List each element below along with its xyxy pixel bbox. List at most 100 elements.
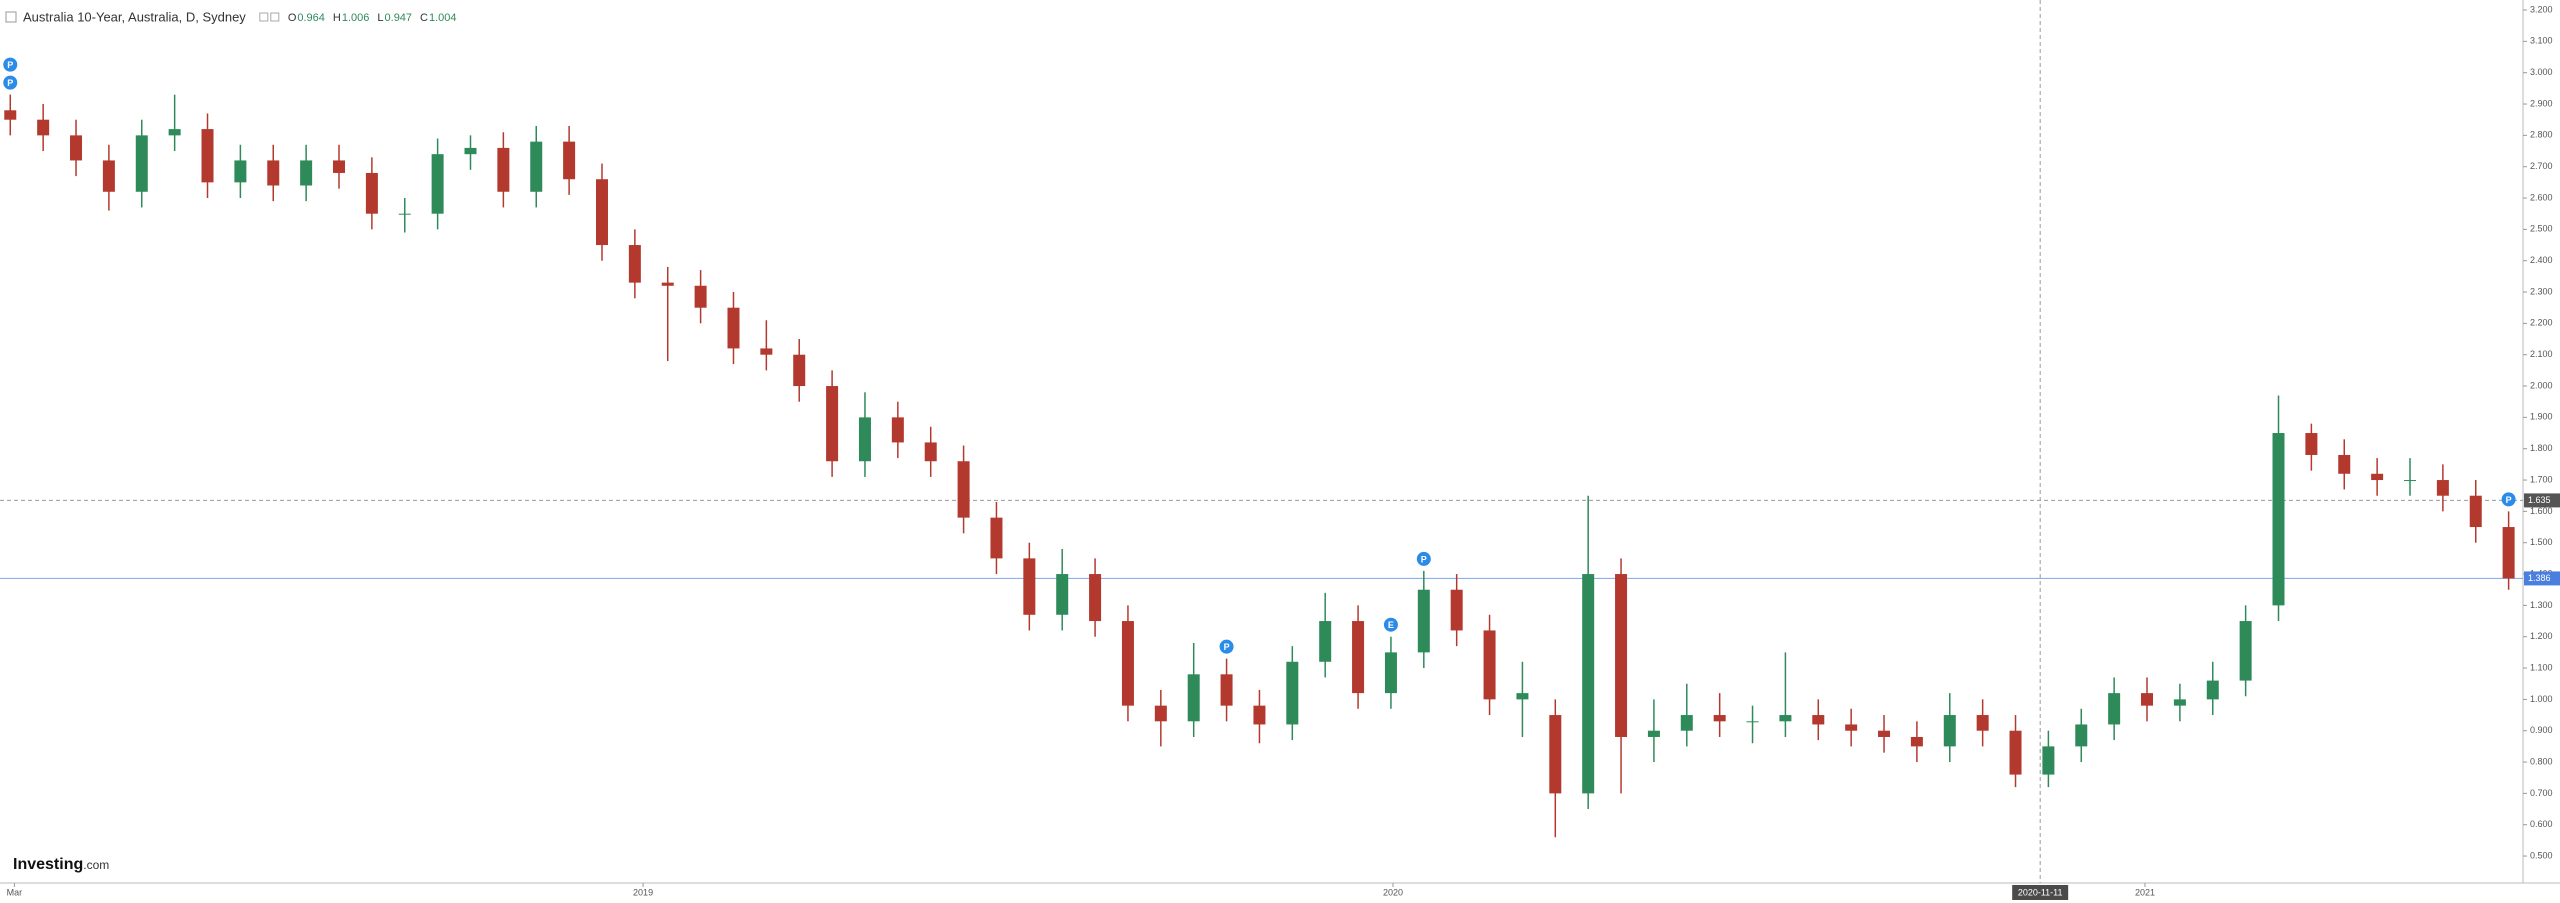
candle-body [1878, 730, 1891, 737]
ohlc-label: O [288, 12, 297, 24]
ohlc-label: H [333, 12, 341, 24]
candle-body [1417, 589, 1430, 653]
candle-body [1089, 574, 1102, 622]
candle-body [2239, 621, 2252, 681]
candle-body [2108, 693, 2121, 725]
event-marker[interactable] [3, 75, 18, 90]
x-tick-label: Mar [7, 887, 23, 897]
candle-body [2009, 730, 2022, 775]
candle-body [201, 129, 214, 183]
candle-body [2371, 473, 2384, 481]
y-tick-label: 0.500 [2530, 850, 2553, 860]
candle-body [957, 461, 970, 518]
candle-body [1121, 621, 1134, 706]
candle-body [2075, 724, 2088, 747]
crosshair-price-label: 1.635 [2528, 495, 2551, 505]
candle-body [1516, 693, 1529, 700]
candle-body [1154, 705, 1167, 722]
event-label: P [7, 78, 13, 88]
candle-body [1845, 724, 1858, 731]
candle-body [1319, 621, 1332, 662]
candle-body [1746, 721, 1759, 723]
last-price-box [2524, 571, 2560, 586]
candle-body [2502, 527, 2515, 579]
candle-body [891, 417, 904, 443]
candle-body [398, 213, 411, 215]
candle-body [793, 354, 806, 387]
x-tick-label: 2019 [633, 887, 653, 897]
event-marker[interactable] [2501, 492, 2516, 507]
candle-body [365, 172, 378, 214]
event-label: P [2506, 495, 2512, 505]
logo-suffix: .com [83, 858, 109, 872]
candle-body [1056, 574, 1069, 615]
ohlc-value: 0.947 [385, 12, 413, 24]
y-tick-label: 3.200 [2530, 4, 2553, 14]
candle-body [497, 147, 510, 192]
collapse-icon[interactable] [5, 11, 17, 23]
candle-body [1910, 736, 1923, 747]
event-marker[interactable] [1383, 617, 1398, 632]
crosshair-date-label: 2020-11-11 [2018, 887, 2063, 897]
ohlc-value: 1.006 [342, 12, 370, 24]
event-label: P [1421, 554, 1427, 564]
candle-body [234, 160, 247, 183]
y-tick-label: 2.800 [2530, 130, 2553, 140]
candle-body [530, 141, 543, 192]
candle-body [168, 129, 181, 136]
candle-body [2173, 699, 2186, 706]
y-tick-label: 0.800 [2530, 756, 2553, 766]
candle-body [1943, 715, 1956, 747]
event-label: P [7, 60, 13, 70]
y-tick-label: 0.600 [2530, 819, 2553, 829]
candle-body [826, 386, 839, 462]
candle-body [1450, 589, 1463, 631]
y-tick-label: 2.000 [2530, 380, 2553, 390]
y-tick-label: 1.100 [2530, 662, 2553, 672]
candle-body [2469, 495, 2482, 528]
candle-body [4, 110, 17, 120]
y-tick-label: 0.900 [2530, 725, 2553, 735]
y-tick-label: 2.100 [2530, 349, 2553, 359]
y-tick-label: 1.600 [2530, 506, 2553, 516]
candle-body [1976, 715, 1989, 731]
candle-body [267, 160, 280, 186]
candle-body [2141, 693, 2154, 706]
candle-body [2403, 480, 2416, 482]
candle-body [1187, 674, 1200, 722]
candle-body [595, 179, 608, 246]
candle-body [694, 285, 707, 308]
event-marker[interactable] [1219, 639, 1234, 654]
candle-body [464, 147, 477, 155]
candle-body [1352, 621, 1365, 694]
candle-body [2338, 454, 2351, 474]
candle-body [727, 307, 740, 349]
y-tick-label: 1.900 [2530, 412, 2553, 422]
event-marker[interactable] [3, 57, 18, 72]
event-label: P [1224, 642, 1230, 652]
candle-body [70, 135, 83, 161]
last-price-label: 1.386 [2528, 573, 2551, 583]
candle-body [431, 154, 444, 214]
settings-icon [259, 12, 269, 22]
candle-body [1615, 574, 1628, 737]
x-tick-label: 2020 [1383, 887, 1403, 897]
logo-brand: Investing [13, 856, 83, 873]
event-marker[interactable] [1416, 551, 1431, 566]
y-tick-label: 2.900 [2530, 98, 2553, 108]
crosshair-date-box [2012, 885, 2069, 900]
candle-body [1582, 574, 1595, 794]
candle-body [37, 119, 50, 136]
ohlc-value: 1.004 [429, 12, 457, 24]
candle-body [1647, 730, 1660, 737]
y-tick-label: 2.300 [2530, 286, 2553, 296]
event-label: E [1388, 620, 1394, 630]
crosshair-price-box [2524, 493, 2560, 508]
y-tick-label: 2.400 [2530, 255, 2553, 265]
candle-body [563, 141, 576, 180]
settings-icon [270, 12, 280, 22]
y-tick-label: 3.000 [2530, 67, 2553, 77]
